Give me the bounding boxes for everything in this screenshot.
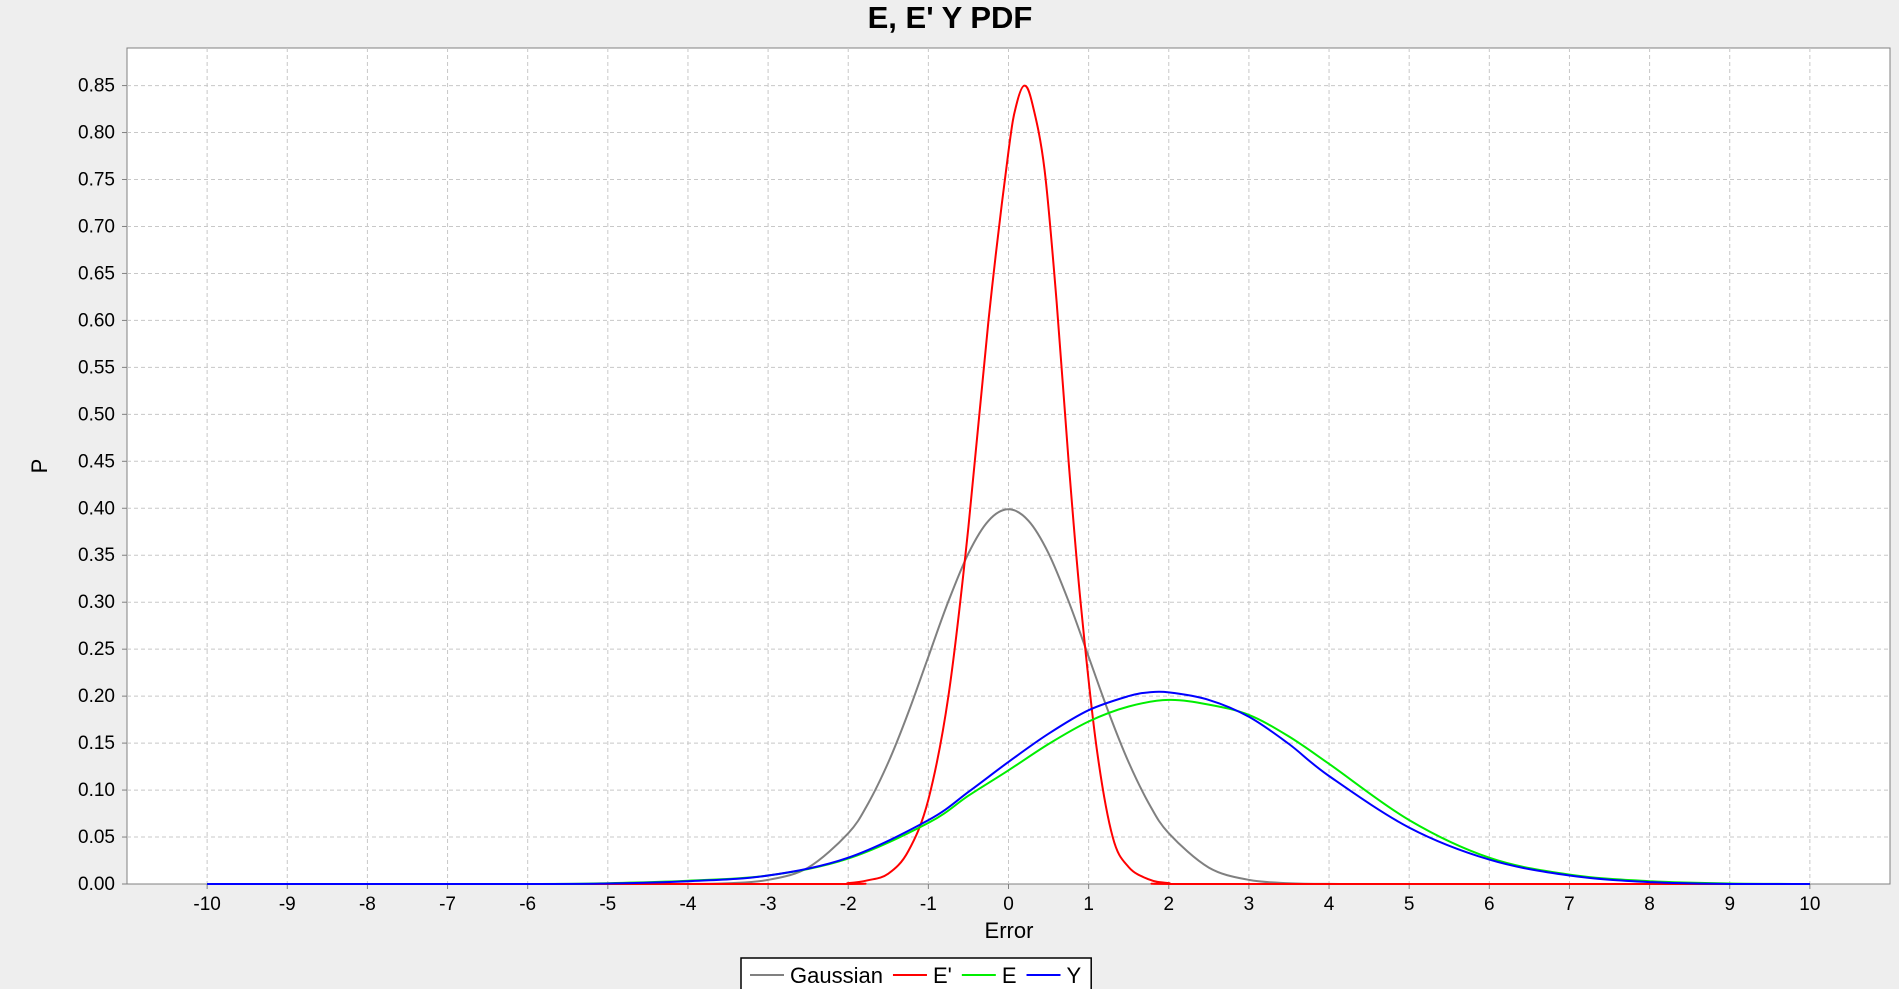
legend-box bbox=[740, 957, 1092, 989]
x-tick-label: -2 bbox=[840, 894, 857, 915]
y-tick-label: 0.25 bbox=[78, 639, 115, 660]
series-line-gaussian bbox=[207, 508, 1810, 886]
legend-label-e: E' bbox=[933, 963, 952, 988]
x-tick-label: 0 bbox=[1003, 894, 1014, 915]
x-tick-label: 2 bbox=[1163, 894, 1174, 915]
grid bbox=[127, 48, 1890, 884]
y-tick-label: 0.85 bbox=[78, 76, 115, 97]
legend: Gaussian E' E Y bbox=[740, 957, 1092, 989]
x-tick-label: 7 bbox=[1564, 894, 1575, 915]
x-tick-label: 10 bbox=[1799, 894, 1820, 915]
y-tick-label: 0.65 bbox=[78, 263, 115, 284]
x-tick-label: -3 bbox=[760, 894, 777, 915]
x-tick-label: -5 bbox=[599, 894, 616, 915]
x-tick-label: -9 bbox=[279, 894, 296, 915]
x-tick-label: -10 bbox=[193, 894, 220, 915]
x-axis-label: Error bbox=[985, 918, 1034, 943]
x-tick-label: -8 bbox=[359, 894, 376, 915]
y-tick-label: 0.75 bbox=[78, 170, 115, 191]
y-axis: 0.00 0.05 0.10 0.15 0.20 0.25 0.30 0.35 0.40 0.45… bbox=[78, 76, 127, 895]
y-tick-label: 0.00 bbox=[78, 874, 115, 895]
y-tick-label: 0.05 bbox=[78, 827, 115, 848]
y-tick-label: 0.80 bbox=[78, 123, 115, 144]
y-tick-label: 0.30 bbox=[78, 592, 115, 613]
y-axis-label: P bbox=[27, 459, 52, 474]
series-line-e bbox=[207, 84, 1810, 886]
x-tick-label: 1 bbox=[1083, 894, 1094, 915]
legend-label-gaussian: Gaussian bbox=[790, 963, 883, 988]
y-tick-label: 0.15 bbox=[78, 733, 115, 754]
x-tick-label: -4 bbox=[680, 894, 697, 915]
x-tick-label: 9 bbox=[1724, 894, 1735, 915]
y-tick-label: 0.45 bbox=[78, 451, 115, 472]
x-tick-label: 5 bbox=[1404, 894, 1415, 915]
y-tick-label: 0.40 bbox=[78, 498, 115, 519]
x-tick-label: 6 bbox=[1484, 894, 1495, 915]
x-tick-label: -1 bbox=[920, 894, 937, 915]
x-axis: -10 -9 -8 -7 -6 -5 -4 -3 -2 -1 0 1 2 3 4 5 6 7 8 9 10 bbox=[193, 884, 1820, 915]
y-tick-label: 0.20 bbox=[78, 686, 115, 707]
legend-label-y: Y bbox=[1067, 963, 1082, 988]
x-tick-label: 3 bbox=[1244, 894, 1255, 915]
y-tick-label: 0.70 bbox=[78, 216, 115, 237]
series-layer bbox=[207, 84, 1810, 886]
series-line-y bbox=[207, 690, 1810, 886]
y-tick-label: 0.50 bbox=[78, 404, 115, 425]
y-tick-label: 0.35 bbox=[78, 545, 115, 566]
x-tick-label: 4 bbox=[1324, 894, 1335, 915]
x-tick-label: -7 bbox=[439, 894, 456, 915]
y-tick-label: 0.55 bbox=[78, 357, 115, 378]
chart-title: E, E' Y PDF bbox=[868, 0, 1033, 35]
y-tick-label: 0.60 bbox=[78, 310, 115, 331]
y-tick-label: 0.10 bbox=[78, 780, 115, 801]
x-tick-label: -6 bbox=[519, 894, 536, 915]
x-tick-label: 8 bbox=[1644, 894, 1655, 915]
legend-label-e: E bbox=[1002, 963, 1017, 988]
